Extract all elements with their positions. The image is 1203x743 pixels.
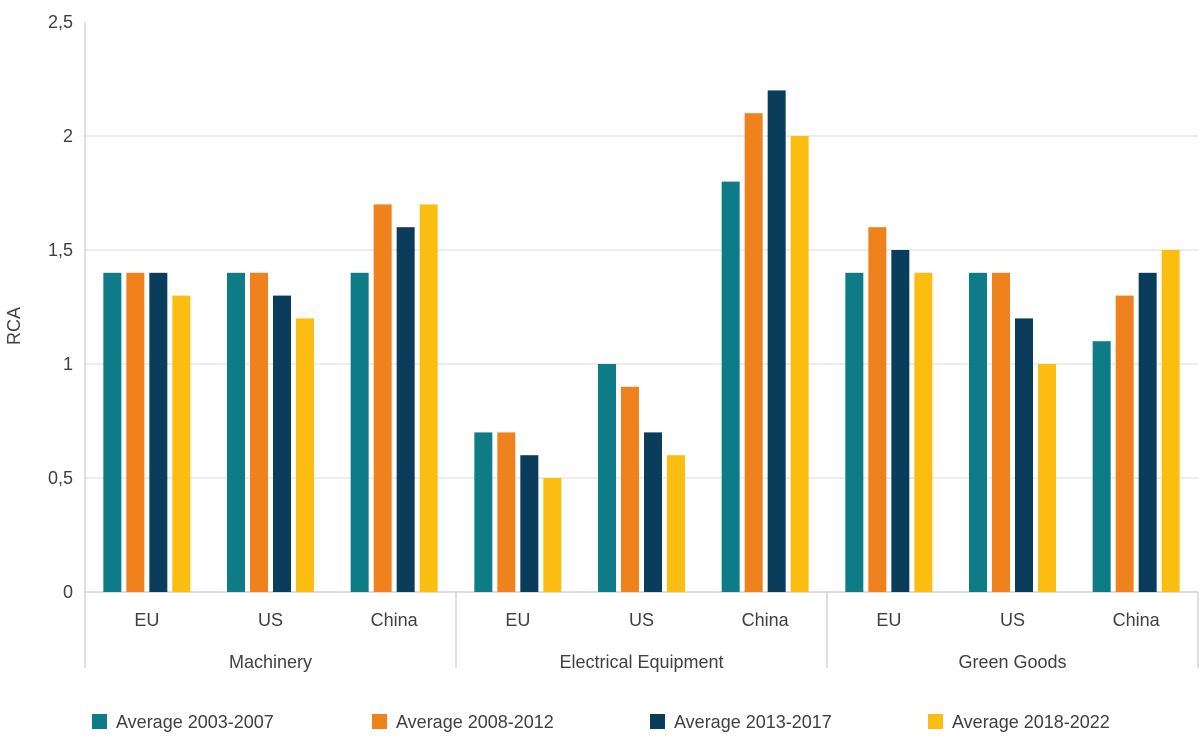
bar bbox=[543, 478, 562, 592]
x-group-label: Machinery bbox=[229, 652, 312, 672]
legend-label: Average 2003-2007 bbox=[116, 712, 274, 732]
bar bbox=[845, 272, 864, 592]
legend-swatch bbox=[928, 714, 943, 729]
legend-swatch bbox=[92, 714, 107, 729]
bar bbox=[644, 432, 662, 592]
bars bbox=[103, 90, 1180, 593]
bar bbox=[721, 181, 740, 592]
bar bbox=[350, 272, 369, 592]
y-tick-label: 2,5 bbox=[48, 12, 73, 32]
bar bbox=[126, 272, 145, 592]
bar bbox=[744, 113, 763, 592]
bar bbox=[1161, 250, 1180, 592]
x-category-label: China bbox=[1113, 610, 1161, 630]
x-category-label: EU bbox=[876, 610, 901, 630]
bar bbox=[373, 204, 392, 592]
x-category-label: EU bbox=[505, 610, 530, 630]
y-axis-title: RCA bbox=[4, 307, 24, 345]
bar bbox=[969, 272, 987, 592]
bar bbox=[520, 455, 539, 592]
bar bbox=[497, 432, 516, 592]
bar bbox=[172, 295, 191, 592]
x-group-label: Green Goods bbox=[958, 652, 1066, 672]
bar bbox=[868, 227, 887, 592]
axis-labels: 0 0,5 1 1,5 2 2,5 EU US China Machinery EU US China E… bbox=[48, 12, 1161, 672]
bar bbox=[914, 272, 933, 592]
legend-label: Average 2013-2017 bbox=[674, 712, 832, 732]
bar bbox=[1038, 364, 1056, 592]
bar bbox=[273, 295, 291, 592]
legend-label: Average 2008-2012 bbox=[396, 712, 554, 732]
x-category-label: US bbox=[1000, 610, 1025, 630]
bar bbox=[474, 432, 493, 592]
x-category-label: US bbox=[258, 610, 283, 630]
bar bbox=[1015, 318, 1033, 592]
bar bbox=[891, 250, 910, 592]
bar bbox=[767, 90, 786, 593]
gridlines bbox=[85, 135, 1198, 479]
bar bbox=[149, 272, 168, 592]
x-group-label: Electrical Equipment bbox=[559, 652, 723, 672]
legend-swatch bbox=[650, 714, 665, 729]
y-tick-label: 0 bbox=[63, 582, 73, 602]
bar bbox=[621, 386, 639, 592]
x-category-label: US bbox=[629, 610, 654, 630]
bar bbox=[103, 272, 122, 592]
bar bbox=[296, 318, 314, 592]
y-tick-label: 1 bbox=[63, 354, 73, 374]
bar bbox=[1138, 272, 1157, 592]
bar bbox=[667, 455, 685, 592]
bar bbox=[1115, 295, 1134, 592]
bar bbox=[227, 272, 245, 592]
y-tick-label: 0,5 bbox=[48, 468, 73, 488]
y-tick-label: 1,5 bbox=[48, 240, 73, 260]
legend-label: Average 2018-2022 bbox=[952, 712, 1110, 732]
bar bbox=[992, 272, 1010, 592]
axes bbox=[84, 22, 1199, 668]
bar bbox=[790, 136, 809, 592]
x-category-label: China bbox=[742, 610, 790, 630]
y-tick-label: 2 bbox=[63, 126, 73, 146]
bar bbox=[419, 204, 438, 592]
bar bbox=[598, 364, 616, 592]
bar bbox=[1092, 341, 1111, 592]
bar bbox=[250, 272, 268, 592]
legend-swatch bbox=[372, 714, 387, 729]
x-category-label: EU bbox=[134, 610, 159, 630]
legend: Average 2003-2007 Average 2008-2012 Averag… bbox=[92, 712, 1110, 732]
bar bbox=[396, 227, 415, 592]
x-category-label: China bbox=[371, 610, 419, 630]
